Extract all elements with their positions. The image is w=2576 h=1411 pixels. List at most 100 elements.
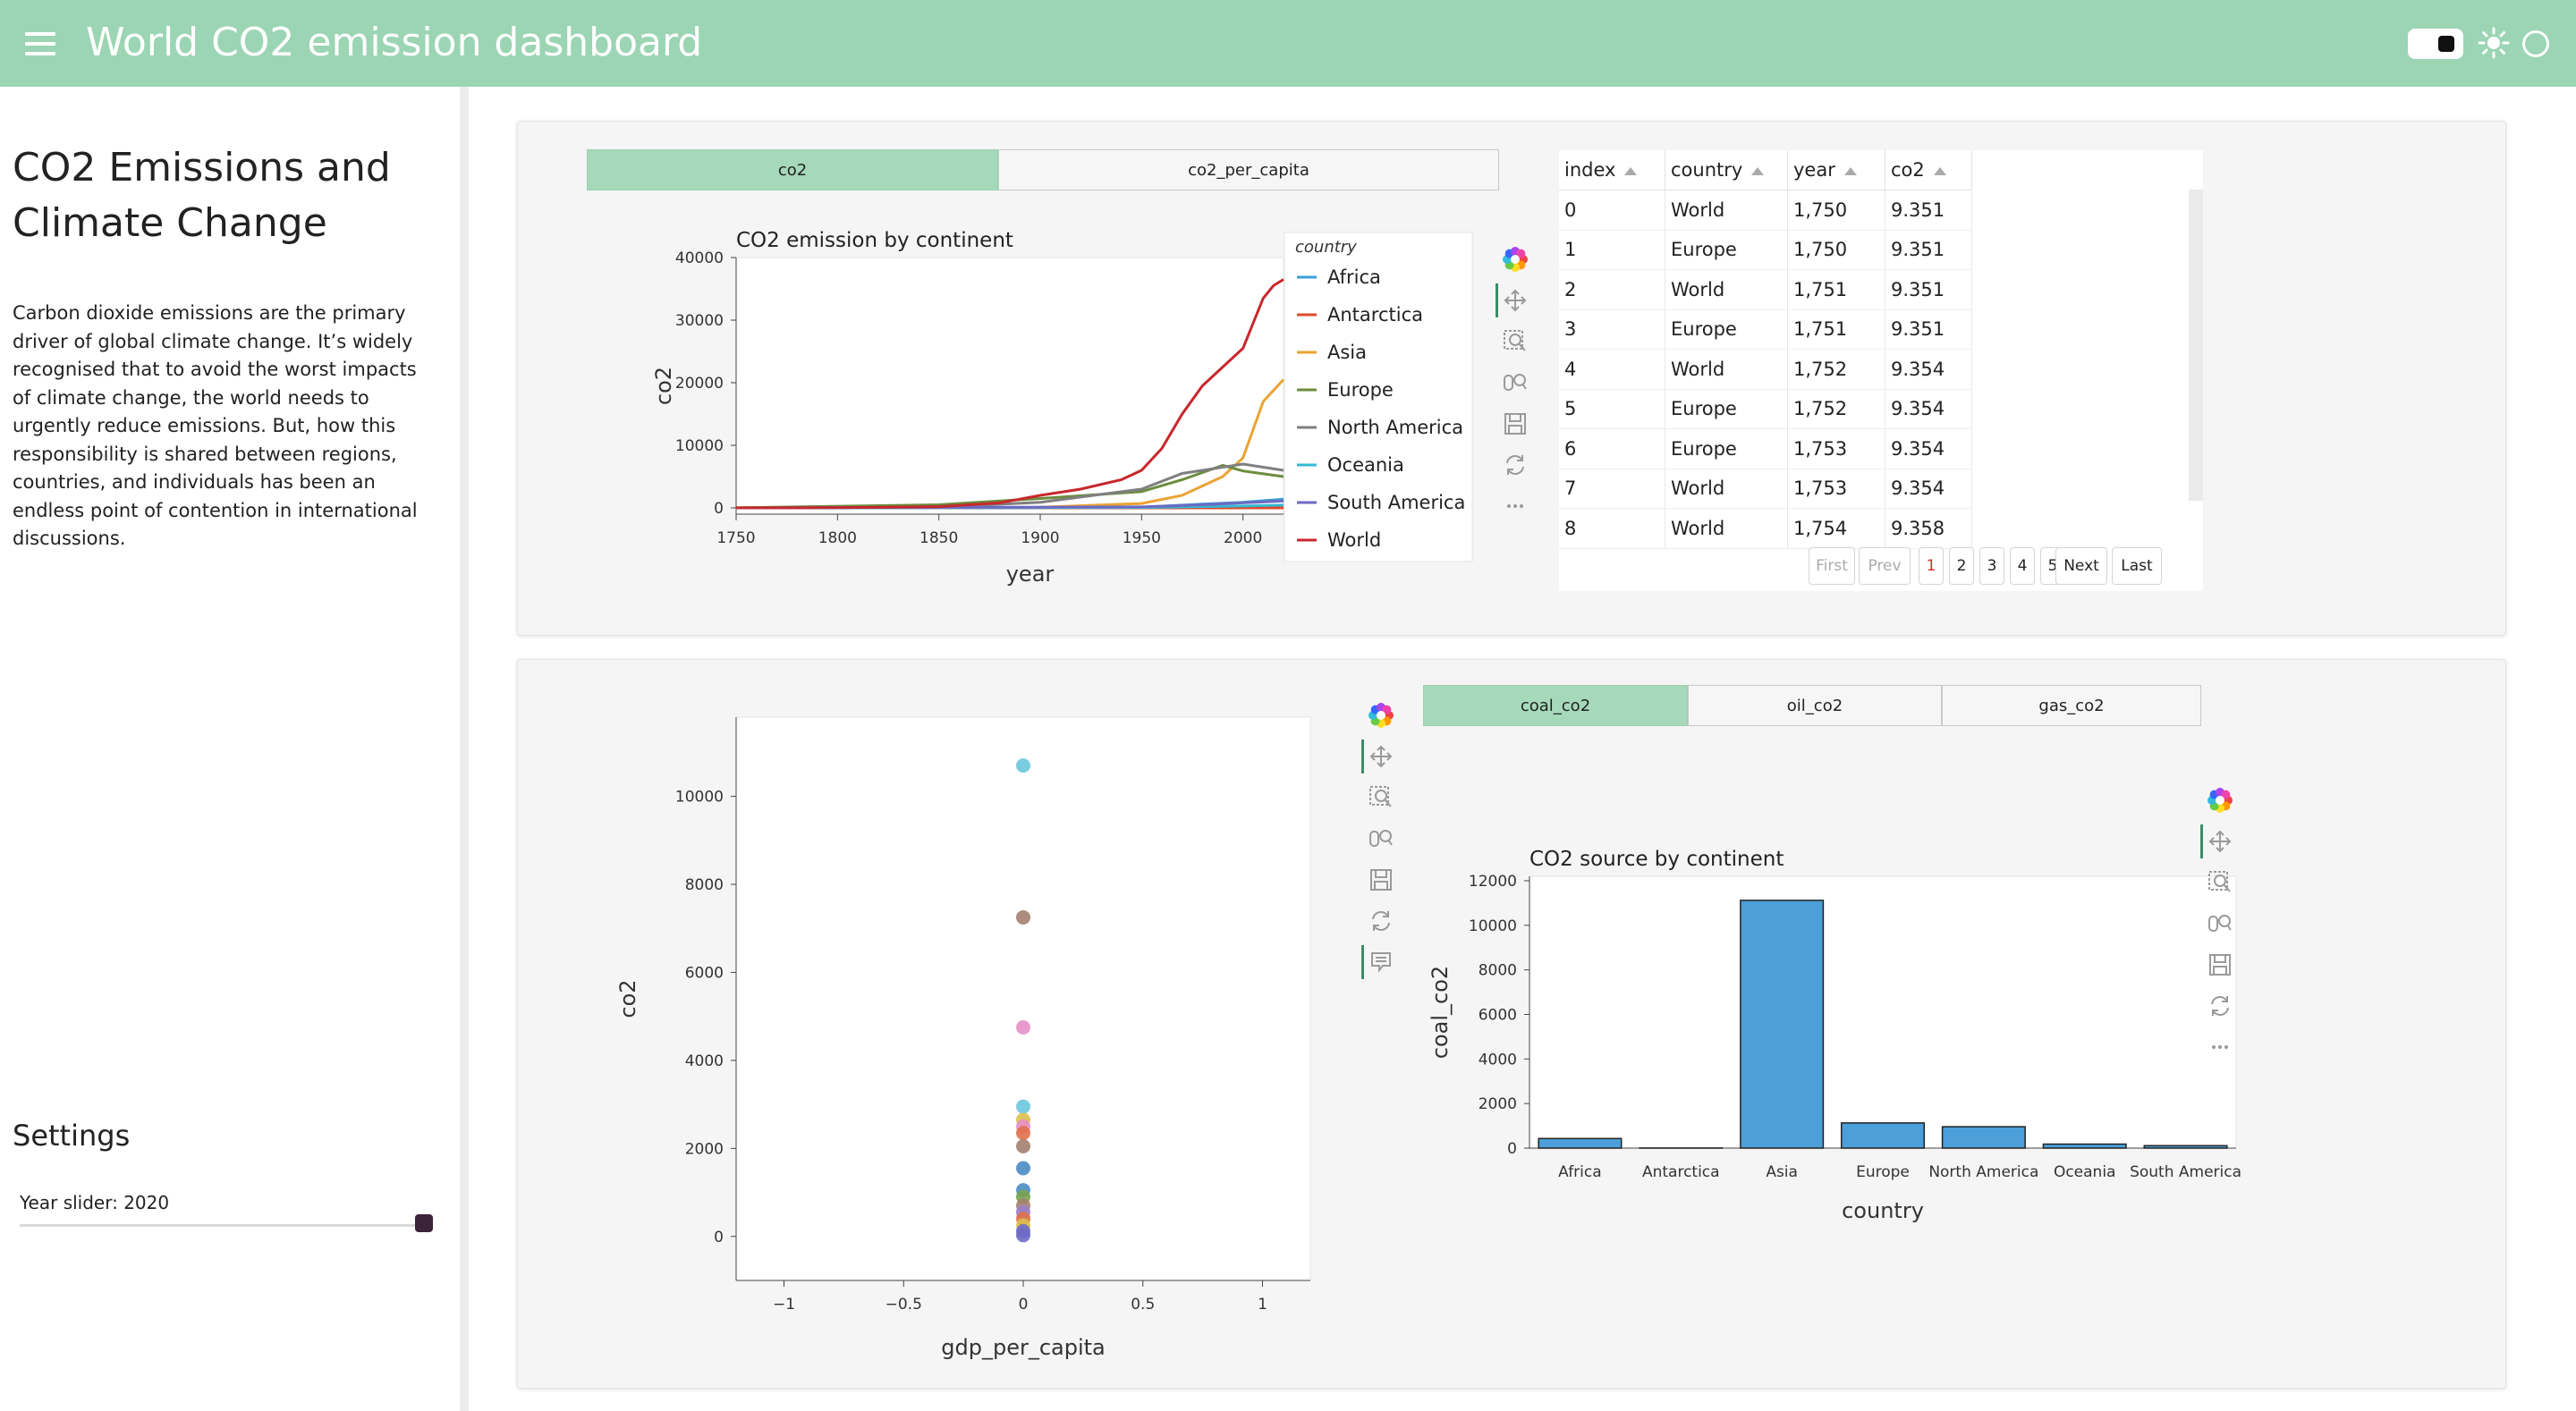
wheel-zoom-icon[interactable] [2202, 903, 2238, 944]
circle-icon[interactable] [2522, 30, 2549, 57]
line-legend-label: Asia [1327, 342, 1367, 363]
line-y-tick-label: 30000 [675, 312, 724, 330]
bar-oceania [2042, 1143, 2127, 1149]
sidebar: CO2 Emissions and Climate Change Carbon … [0, 87, 469, 1411]
pan-icon[interactable] [1496, 280, 1533, 321]
bokeh-logo-icon[interactable] [2202, 780, 2238, 821]
table-cell: 5 [1559, 389, 1665, 429]
scatter-x-axis-label: gdp_per_capita [941, 1335, 1106, 1360]
year-slider-track[interactable] [20, 1224, 426, 1227]
reset-icon[interactable] [2202, 985, 2238, 1027]
tab-co2-per-capita[interactable]: co2_per_capita [998, 149, 1499, 190]
box-zoom-icon[interactable] [1497, 321, 1533, 362]
table-row[interactable]: 5 Europe 1,752 9.354 [1559, 389, 1972, 429]
table-cell: 2 [1559, 269, 1665, 310]
save-icon[interactable] [1363, 859, 1399, 900]
bar-north-america [1941, 1126, 2026, 1149]
line-y-tick-label: 20000 [675, 375, 724, 393]
scatter-point [1016, 1126, 1030, 1141]
pager-next-button[interactable]: Next [2055, 547, 2107, 585]
pager-page-4[interactable]: 4 [2010, 547, 2035, 585]
bar-x-tick-label: Europe [1856, 1163, 1910, 1181]
sidebar-title: CO2 Emissions and Climate Change [13, 145, 391, 246]
pager-page-3[interactable]: 3 [1979, 547, 2004, 585]
sort-arrow-icon[interactable] [1933, 166, 1946, 175]
column-header-country[interactable]: country [1665, 150, 1788, 190]
line-legend-title: country [1295, 238, 1357, 257]
sun-icon[interactable] [2478, 27, 2510, 59]
tab-coal-co2[interactable]: coal_co2 [1423, 685, 1688, 726]
bar-x-tick-label: North America [1928, 1163, 2038, 1181]
sort-arrow-icon[interactable] [1751, 166, 1765, 175]
pager-last-button[interactable]: Last [2112, 547, 2162, 585]
toggle-icon[interactable] [2408, 29, 2463, 59]
tab-oil-co2[interactable]: oil_co2 [1688, 685, 1942, 726]
column-header-index[interactable]: index [1559, 150, 1665, 190]
pager-first-button[interactable]: First [1809, 547, 1855, 585]
wheel-zoom-icon[interactable] [1497, 362, 1533, 403]
scatter-y-tick-label: 2000 [685, 1140, 724, 1158]
scatter-point [1016, 1019, 1030, 1035]
hamburger-menu-icon[interactable] [25, 32, 55, 55]
app-title: World CO2 emission dashboard [86, 20, 703, 65]
table-row[interactable]: 3 Europe 1,751 9.351 [1559, 309, 1972, 350]
active-tool-indicator [2200, 824, 2203, 858]
bar-y-tick-label: 10000 [1469, 917, 1517, 935]
table-cell: 1,751 [1787, 309, 1885, 350]
scatter-x-tick-label: −0.5 [886, 1296, 922, 1314]
bar-y-tick-label: 6000 [1479, 1006, 1517, 1024]
column-header-label: co2 [1891, 159, 1925, 181]
pager-page-2[interactable]: 2 [1949, 547, 1974, 585]
table-cell: 9.354 [1885, 349, 1972, 390]
table-row[interactable]: 0 World 1,750 9.351 [1559, 190, 1972, 231]
table-cell: 6 [1559, 428, 1665, 469]
reset-icon[interactable] [1363, 900, 1399, 942]
table-scrollbar[interactable] [2189, 190, 2203, 501]
bar-chart: CO2 source by continent 0 2000 4000 6000 8000… [1428, 848, 2241, 1223]
sort-arrow-icon[interactable] [1843, 166, 1857, 175]
tab-gas-co2[interactable]: gas_co2 [1942, 685, 2201, 726]
save-icon[interactable] [2202, 944, 2238, 985]
bokeh-logo-icon[interactable] [1497, 239, 1533, 280]
reset-icon[interactable] [1497, 444, 1533, 486]
table-cell: Europe [1665, 389, 1788, 429]
pager-page-1[interactable]: 1 [1919, 547, 1944, 585]
table-row[interactable]: 7 World 1,753 9.354 [1559, 469, 1972, 509]
table-cell: 9.351 [1885, 269, 1972, 310]
more-icon[interactable] [1497, 486, 1533, 527]
table-row[interactable]: 8 World 1,754 9.358 [1559, 508, 1972, 549]
scatter-point [1016, 1099, 1030, 1114]
column-header-year[interactable]: year [1787, 150, 1885, 190]
column-header-co2[interactable]: co2 [1885, 150, 1972, 190]
scatter-point [1016, 909, 1030, 925]
line-x-tick-label: 1950 [1123, 529, 1161, 547]
pan-icon[interactable] [1361, 736, 1399, 777]
line-chart-title: CO2 emission by continent [736, 229, 1013, 252]
bokeh-logo-icon[interactable] [1363, 695, 1399, 736]
line-chart: CO2 emission by continent 0 10000 20000 3000… [651, 229, 1473, 587]
hover-icon[interactable] [1361, 942, 1399, 983]
box-zoom-icon[interactable] [1363, 777, 1399, 818]
more-icon[interactable] [2202, 1027, 2238, 1068]
box-zoom-icon[interactable] [2202, 862, 2238, 903]
table-cell: World [1665, 508, 1788, 549]
table-row[interactable]: 4 World 1,752 9.354 [1559, 349, 1972, 390]
wheel-zoom-icon[interactable] [1363, 818, 1399, 859]
table-row[interactable]: 6 Europe 1,753 9.354 [1559, 428, 1972, 469]
table-cell: 8 [1559, 508, 1665, 549]
table-row[interactable]: 2 World 1,751 9.351 [1559, 269, 1972, 310]
pan-icon[interactable] [2200, 821, 2238, 862]
tab-co2[interactable]: co2 [587, 149, 998, 190]
bar-x-tick-label: Asia [1766, 1163, 1798, 1181]
save-icon[interactable] [1497, 403, 1533, 444]
data-table: index country year co2 0 World 1,750 9.351 1 Euro… [1559, 150, 2203, 591]
bar-y-axis-label: coal_co2 [1428, 966, 1453, 1059]
pager-prev-button[interactable]: Prev [1859, 547, 1911, 585]
table-cell: 1,752 [1787, 349, 1885, 390]
year-slider-handle[interactable] [415, 1214, 433, 1232]
active-tool-indicator [1496, 283, 1498, 317]
table-cell: 1,750 [1787, 190, 1885, 231]
sort-arrow-icon[interactable] [1624, 166, 1638, 175]
table-cell: 9.351 [1885, 190, 1972, 231]
table-row[interactable]: 1 Europe 1,750 9.351 [1559, 230, 1972, 270]
